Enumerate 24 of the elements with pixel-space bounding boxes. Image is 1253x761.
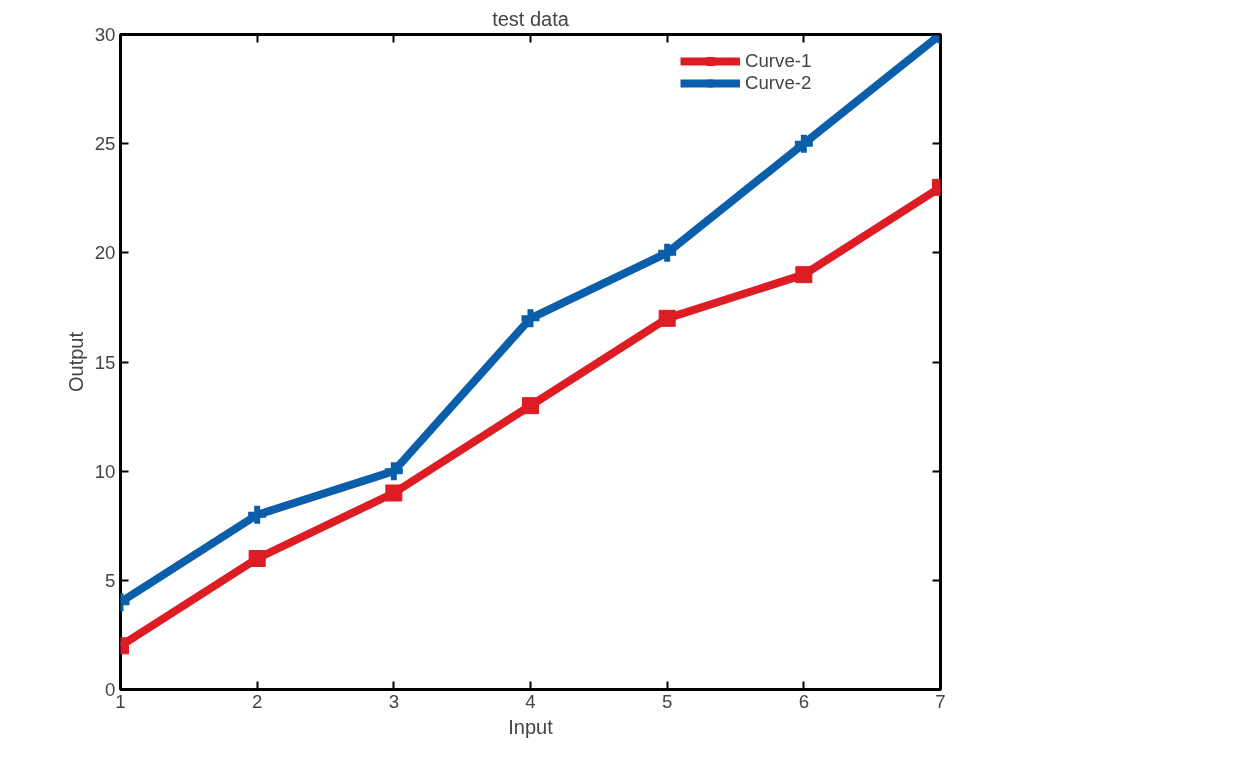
x-tick-label: 5 bbox=[661, 690, 673, 712]
y-tick-label: 15 bbox=[94, 351, 116, 373]
point bbox=[658, 309, 676, 327]
x-tick-label: 2 bbox=[251, 690, 263, 712]
chart-title: test data bbox=[492, 7, 570, 30]
y-axis-title: Output bbox=[64, 331, 87, 393]
y-tick-label: 30 bbox=[94, 24, 116, 45]
point bbox=[385, 484, 403, 502]
y-tick-label: 0 bbox=[105, 679, 116, 700]
point bbox=[522, 397, 539, 415]
x-tick-label: 4 bbox=[525, 690, 536, 712]
x-tick-label: 6 bbox=[798, 690, 810, 712]
point bbox=[795, 266, 813, 284]
x-tick-label: 7 bbox=[935, 690, 946, 712]
x-axis-title: Input bbox=[508, 715, 554, 738]
legend-label: Curve-2 bbox=[745, 72, 812, 94]
point bbox=[248, 550, 266, 567]
y-tick-label: 20 bbox=[94, 242, 116, 264]
x-tick-label: 1 bbox=[115, 690, 126, 712]
y-tick-label: 5 bbox=[105, 569, 116, 591]
legend-label: Curve-1 bbox=[745, 50, 812, 72]
x-tick-label: 3 bbox=[388, 690, 400, 712]
y-tick-label: 10 bbox=[94, 460, 116, 482]
y-tick-label: 25 bbox=[94, 133, 116, 155]
